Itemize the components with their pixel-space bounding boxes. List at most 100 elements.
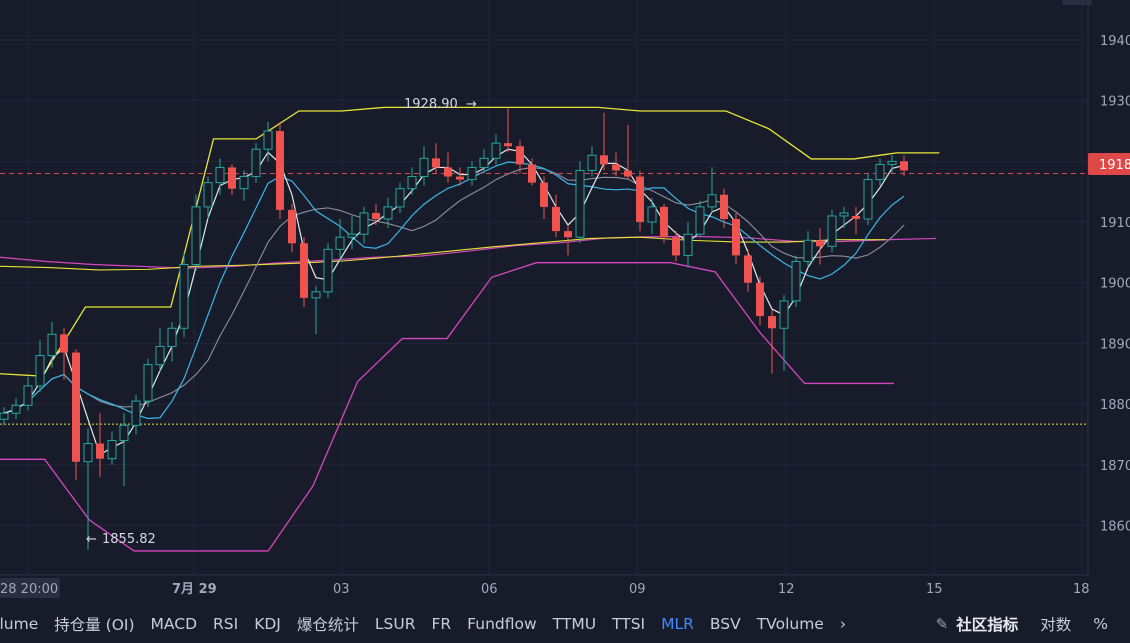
candle-body [587, 154, 597, 171]
indicator-tab[interactable]: MACD [150, 615, 198, 633]
candle-body [263, 130, 273, 150]
candle-body [359, 212, 369, 235]
candle-body [624, 170, 632, 177]
x-tick-label: 18 [1073, 582, 1090, 597]
candle-body [839, 212, 849, 217]
candle-body [803, 239, 813, 262]
indicator-overlays [0, 106, 1088, 552]
indicator-tab[interactable]: olume [0, 615, 39, 633]
price-annotations: 1928.90 → ← 1855.82 [86, 97, 477, 547]
candle-body [276, 131, 284, 210]
candle-body [479, 157, 489, 168]
candle-body [516, 146, 524, 165]
time-axis[interactable]: 28 20:00 7月 29 03 06 09 12 15 18 [0, 578, 1090, 598]
candle-body [107, 440, 117, 460]
indicator-tab[interactable]: MLR [661, 615, 694, 633]
candle-body [239, 176, 249, 190]
candle-body [612, 164, 620, 171]
white-ma-line [3, 148, 905, 456]
percent-scale-toggle[interactable]: % [1093, 615, 1108, 633]
y-tick-label: 1940 [1100, 34, 1130, 49]
y-tick-label: 1930 [1100, 95, 1130, 110]
candle-body [47, 333, 57, 357]
candle-body [816, 240, 824, 247]
candle-body [323, 248, 333, 293]
candle-body [288, 209, 296, 244]
candle-body [383, 206, 393, 220]
low-annotation-text: 1855.82 [102, 532, 156, 547]
high-annotation-arrow: → [466, 97, 477, 112]
indicator-tab[interactable]: TVolume [756, 615, 824, 633]
candle-body [83, 443, 93, 463]
indicator-tab[interactable]: TTMU [552, 615, 597, 633]
candle-body [744, 255, 752, 283]
x-tick-label: 28 20:00 [0, 582, 58, 597]
edit-icon[interactable]: ✎ [935, 615, 949, 633]
more-tabs-chevron-icon[interactable]: › [839, 615, 847, 633]
lower-channel-line [0, 262, 894, 552]
candle-body [852, 215, 860, 220]
candle-body [300, 243, 308, 298]
candle-body [119, 424, 129, 442]
candle-body [768, 316, 776, 329]
candle-body [720, 194, 728, 220]
y-tick-label: 1880 [1100, 398, 1130, 413]
indicator-tab[interactable]: Fundflow [467, 615, 537, 633]
x-tick-label: 09 [629, 582, 646, 597]
candle-body [900, 161, 908, 171]
low-annotation-arrow: ← [86, 532, 97, 547]
candle-body [791, 260, 801, 302]
candle-body [875, 163, 885, 181]
candle-body [35, 355, 45, 387]
candle-body [564, 231, 572, 238]
candle-body [647, 206, 657, 223]
y-tick-label: 1870 [1100, 459, 1130, 474]
cyan-ma-line [3, 161, 905, 420]
candle-body [347, 233, 357, 238]
indicator-tab[interactable]: TTSI [612, 615, 646, 633]
candle-body [372, 212, 380, 220]
candle-body [72, 352, 80, 462]
candle-body [552, 206, 560, 232]
candle-body [863, 179, 873, 220]
indicator-tab[interactable]: RSI [213, 615, 239, 633]
crosshair-time-label-bg [0, 578, 60, 598]
indicator-tab[interactable]: 持仓量 (OI) [54, 616, 135, 634]
price-axis[interactable]: 186018701880189019001910192019301940 [1100, 34, 1130, 534]
candle-body [131, 400, 141, 426]
candle-body [600, 155, 608, 165]
candle-body [215, 166, 225, 184]
high-annotation-text: 1928.90 [404, 97, 458, 112]
upper-channel-line [0, 106, 940, 377]
candle-body [887, 160, 897, 165]
community-indicators-button[interactable]: 社区指标 [956, 616, 1019, 634]
candle-body [660, 206, 668, 238]
indicator-tab[interactable]: FR [431, 615, 452, 633]
candle-body [155, 345, 165, 366]
candle-body [191, 206, 201, 266]
candle-body [60, 334, 68, 353]
log-scale-toggle[interactable]: 对数 [1040, 616, 1072, 634]
candle-body [335, 236, 345, 250]
candle-body [540, 182, 548, 207]
candle-body [695, 206, 705, 235]
candle-body [575, 169, 585, 238]
candle-body [311, 291, 321, 299]
indicator-tab[interactable]: BSV [709, 615, 741, 633]
candle-body [683, 233, 693, 256]
x-tick-label: 12 [778, 582, 795, 597]
indicator-tab[interactable]: KDJ [254, 615, 281, 633]
candle-body [407, 176, 417, 190]
candle-body [23, 385, 33, 406]
top-right-indicator [1062, 0, 1092, 5]
candle-body [707, 194, 717, 208]
y-tick-label: 1860 [1100, 519, 1130, 534]
candle-body [432, 158, 440, 168]
candle-body [827, 215, 837, 247]
x-tick-label: 03 [333, 582, 350, 597]
indicator-tab[interactable]: LSUR [374, 615, 416, 633]
indicator-tab[interactable]: 爆仓统计 [296, 616, 359, 634]
candle-body [672, 237, 680, 256]
grid-lines [0, 0, 1089, 576]
